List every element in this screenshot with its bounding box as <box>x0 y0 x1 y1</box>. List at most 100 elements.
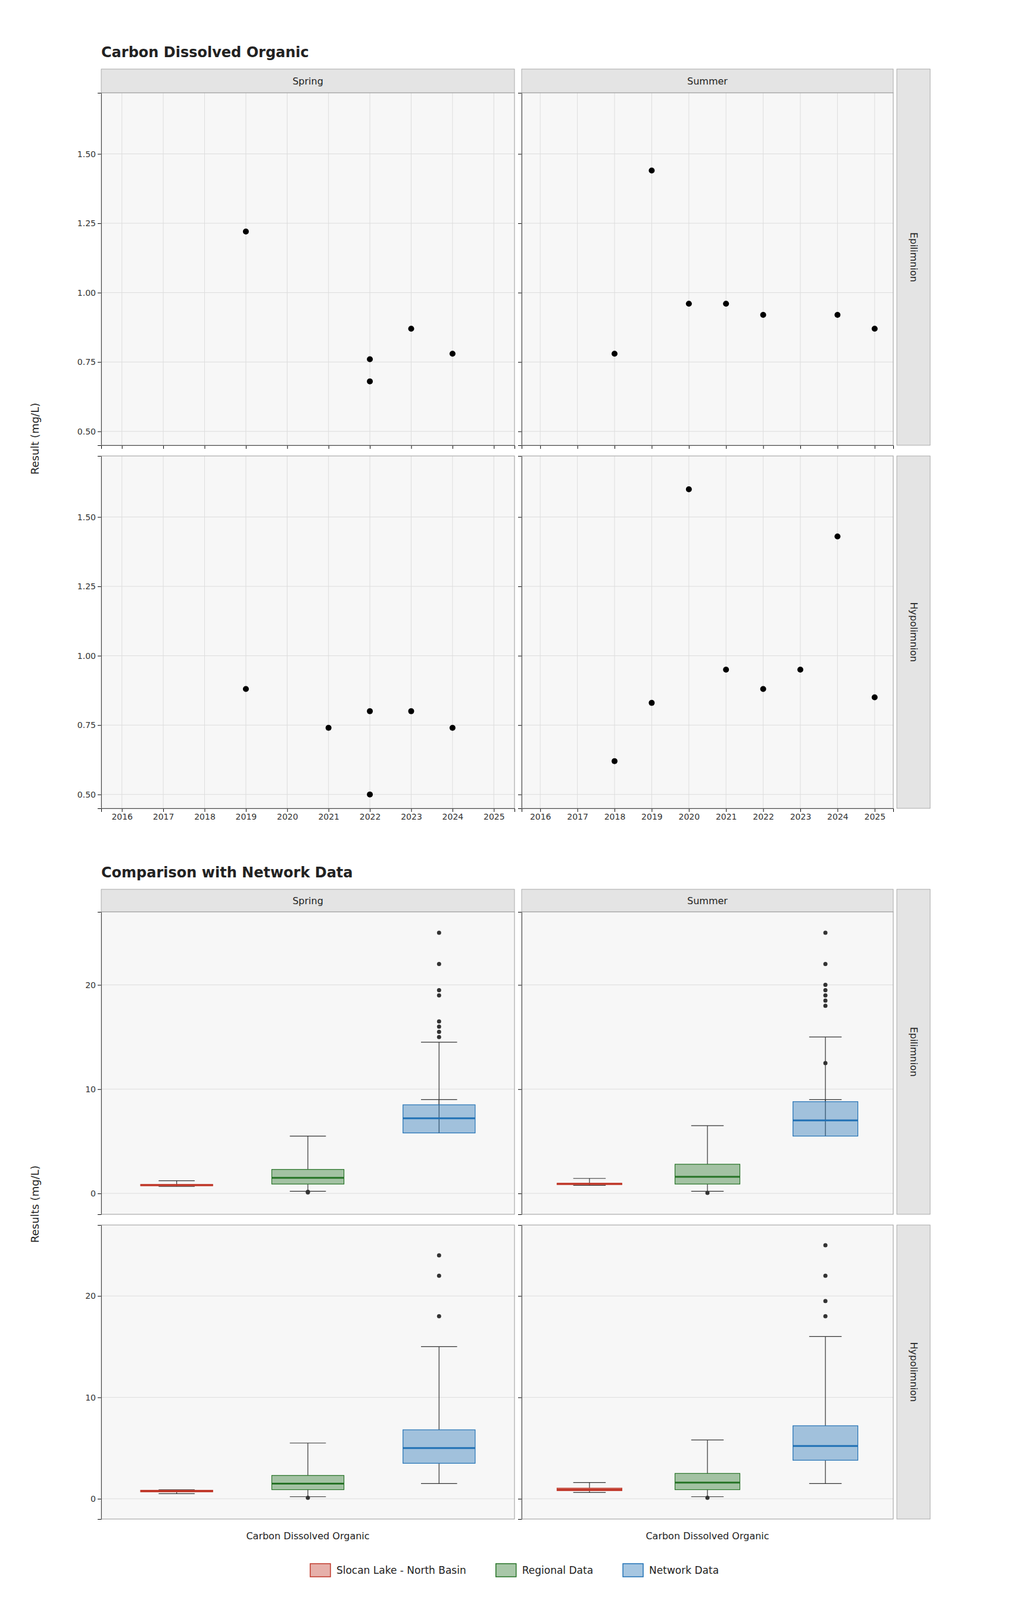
box-flier <box>823 983 828 988</box>
x-tick <box>800 445 801 449</box>
y-tick-label: 0 <box>90 1494 96 1505</box>
box-median <box>556 1489 622 1492</box>
x-tick: 2020 <box>678 808 700 822</box>
x-tick-mark <box>837 445 838 449</box>
scatter-point <box>871 694 878 701</box>
box <box>403 1254 476 1485</box>
x-tick <box>688 445 690 449</box>
box-body <box>271 1476 344 1491</box>
y-tick: 0 <box>90 1494 102 1505</box>
scatter-point <box>242 686 249 693</box>
panel-background <box>101 1225 515 1520</box>
cap-high <box>421 1042 458 1043</box>
x-grid-line <box>163 456 164 809</box>
x-tick: 2022 <box>359 808 382 822</box>
box-median <box>403 1447 476 1450</box>
y-tick-label: 10 <box>85 1393 96 1403</box>
x-tick-label: 2019 <box>641 812 663 822</box>
marks <box>242 228 456 385</box>
scatter-point <box>648 700 655 707</box>
row-strip-label: Epilimnion <box>908 1027 920 1078</box>
panel <box>518 92 894 449</box>
x-grid-line <box>493 456 495 809</box>
x-grid-line <box>688 92 689 446</box>
box-body <box>403 1105 476 1134</box>
whisker-high <box>438 1346 440 1431</box>
chart: Carbon Dissolved OrganicResult (mg/L)Spr… <box>0 0 1029 1600</box>
cap-high <box>573 1178 606 1180</box>
box-median <box>140 1490 213 1493</box>
x-tick-label: 2024 <box>827 812 849 822</box>
x-tick <box>540 445 541 449</box>
y-tick <box>518 362 522 363</box>
cap-low <box>421 1483 458 1485</box>
panel-frame <box>521 1225 894 1520</box>
panel-frame <box>521 456 894 809</box>
box-median <box>793 1120 859 1122</box>
whisker-low <box>438 1463 440 1484</box>
y-tick-mark <box>518 1089 522 1091</box>
box-flier <box>437 988 442 993</box>
y-tick-mark <box>518 1296 522 1297</box>
scatter-point <box>449 725 456 732</box>
panel <box>518 912 894 1216</box>
panel: Carbon Dissolved Organic <box>518 1225 894 1543</box>
legend-item: Network Data <box>622 1564 719 1578</box>
y-tick-label: 1.50 <box>77 149 96 159</box>
y-tick-label: 1.00 <box>77 651 96 661</box>
y-tick-mark <box>518 586 522 588</box>
box-median <box>271 1483 344 1486</box>
y-tick: 10 <box>85 1393 102 1403</box>
y-tick-label: 20 <box>85 1291 96 1302</box>
facet-chart: Carbon Dissolved OrganicResult (mg/L)Spr… <box>28 44 931 822</box>
x-tick: 2018 <box>194 808 216 822</box>
y-tick-mark <box>518 154 522 155</box>
y-tick-mark <box>97 985 102 987</box>
x-tick-mark <box>651 445 653 449</box>
y-tick <box>518 586 522 588</box>
y-axis: 0 10 20 <box>85 1226 102 1521</box>
whisker-low <box>706 1184 708 1192</box>
box-flier <box>437 1035 442 1040</box>
x-axis <box>101 445 516 449</box>
x-grid-line <box>577 92 578 446</box>
panel-background <box>101 92 515 446</box>
y-tick-mark <box>97 586 102 588</box>
x-tick: 2023 <box>400 808 423 822</box>
x-axis: 2016201720182019202020212022202320242025 <box>101 808 516 822</box>
box-median <box>675 1176 741 1178</box>
box-flier <box>437 1019 442 1024</box>
scatter-point <box>648 167 655 174</box>
x-grid-line <box>725 92 727 446</box>
box-flier <box>823 1003 828 1009</box>
y-tick-mark <box>518 1398 522 1399</box>
marks <box>611 167 878 358</box>
box-body <box>675 1164 741 1185</box>
y-tick-label: 0.50 <box>77 426 96 437</box>
legend-item: Slocan Lake - North Basin <box>310 1564 467 1578</box>
y-tick-mark <box>97 1398 102 1399</box>
x-grid-line <box>540 456 541 809</box>
x-tick-mark <box>763 445 765 449</box>
x-tick-mark <box>287 445 288 449</box>
y-tick: 0.75 <box>77 720 102 731</box>
whisker-high <box>588 1179 590 1184</box>
x-tick-label: 2019 <box>235 812 258 822</box>
x-tick-label: 2024 <box>442 812 464 822</box>
scatter-point <box>366 791 373 798</box>
x-tick: 2022 <box>752 808 775 822</box>
scatter-point <box>834 312 841 318</box>
x-grid-line <box>287 456 288 809</box>
box-flier <box>306 1190 311 1195</box>
x-grid-line <box>245 456 246 809</box>
y-tick: 1.25 <box>77 218 102 229</box>
x-tick-label: 2021 <box>317 812 340 822</box>
legend-swatch <box>496 1564 517 1578</box>
box-body <box>675 1473 741 1490</box>
whisker-high <box>588 1483 590 1489</box>
row-strip-label: Hypolimnion <box>908 1342 920 1403</box>
box-flier <box>437 1024 442 1029</box>
box-flier <box>823 998 828 1003</box>
x-grid-line <box>451 456 453 809</box>
cap-low <box>158 1186 195 1187</box>
